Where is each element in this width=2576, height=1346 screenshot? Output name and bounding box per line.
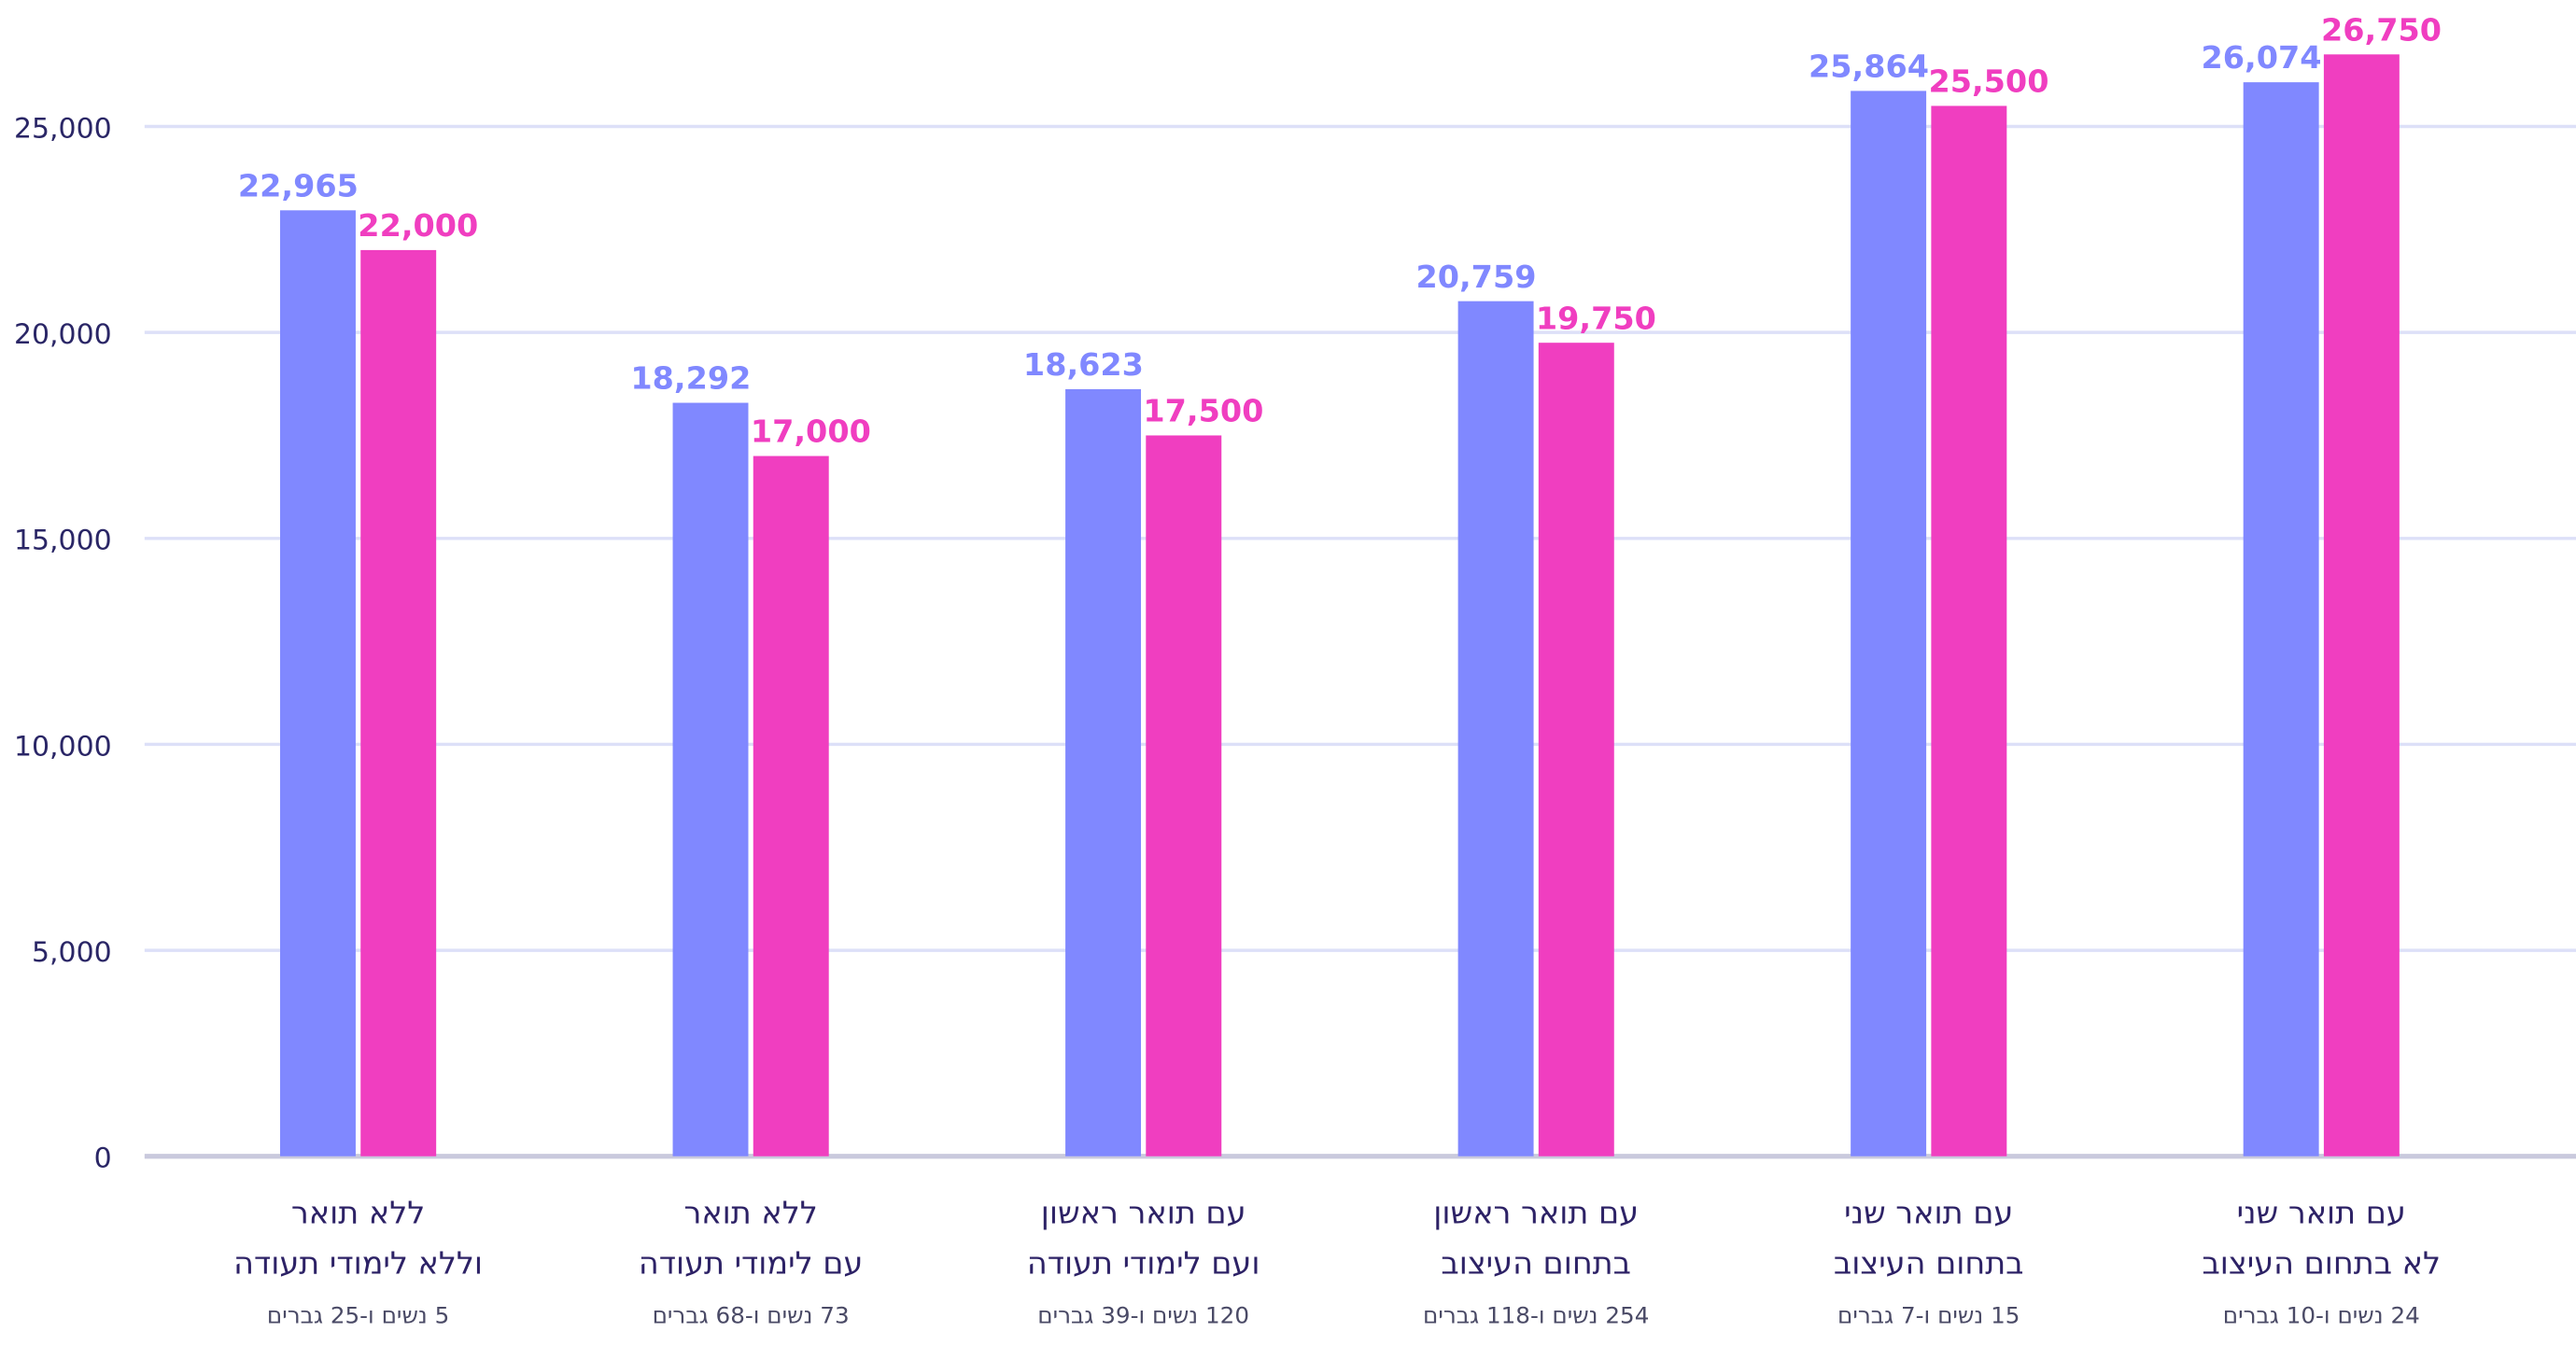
- y-tick-label: 5,000: [32, 936, 112, 969]
- value-label: 17,000: [751, 414, 871, 450]
- bar: [1065, 388, 1142, 1157]
- bar: [2323, 54, 2400, 1157]
- x-tick-label: ללא תואר: [291, 1195, 425, 1231]
- y-tick-label: 25,000: [14, 113, 112, 146]
- y-tick-label: 10,000: [14, 731, 112, 764]
- x-tick-note: 24 נשים ו-10 גברים: [2223, 1302, 2420, 1329]
- value-label: 22,965: [238, 168, 359, 204]
- x-tick-label: בתחום העיצוב: [1834, 1245, 2024, 1282]
- x-tick-note: 120 נשים ו-39 גברים: [1037, 1302, 1249, 1329]
- x-tick-label: ועם לימודי תעודה: [1027, 1245, 1260, 1282]
- bar: [1851, 91, 1927, 1157]
- x-tick-note: 5 נשים ו-25 גברים: [267, 1302, 449, 1329]
- bar: [1146, 435, 1222, 1157]
- bar: [1457, 301, 1534, 1157]
- value-label: 19,750: [1536, 301, 1656, 337]
- bar: [1538, 343, 1614, 1157]
- x-tick-note: 73 נשים ו-68 גברים: [653, 1302, 850, 1329]
- value-label: 22,000: [358, 207, 478, 244]
- y-tick-label: 20,000: [14, 318, 112, 351]
- value-label: 25,500: [1928, 63, 2048, 100]
- x-tick-note: 254 נשים ו-118 גברים: [1423, 1302, 1649, 1329]
- bar: [280, 210, 356, 1157]
- x-tick-label: בתחום העיצוב: [1441, 1245, 1631, 1282]
- value-label: 20,759: [1415, 259, 1536, 295]
- bar: [2243, 82, 2319, 1157]
- bar: [360, 249, 437, 1157]
- x-tick-label: עם תואר ראשון: [1433, 1195, 1639, 1231]
- x-tick-label: עם תואר שני: [2237, 1195, 2406, 1231]
- x-tick-label: וללא לימודי תעודה: [233, 1245, 483, 1282]
- bar: [1931, 105, 2007, 1157]
- value-label: 25,864: [1809, 49, 1929, 85]
- x-tick-label: לא בתחום העיצוב: [2202, 1245, 2441, 1282]
- x-tick-label: ללא תואר: [683, 1195, 817, 1231]
- x-tick-label: עם לימודי תעודה: [639, 1245, 863, 1282]
- bar: [672, 402, 749, 1157]
- x-tick-label: עם תואר שני: [1844, 1195, 2013, 1231]
- y-tick-label: 15,000: [14, 525, 112, 557]
- value-label: 18,292: [630, 360, 751, 397]
- value-label: 26,074: [2202, 39, 2322, 76]
- value-label: 26,750: [2321, 12, 2442, 49]
- bar: [753, 456, 829, 1157]
- x-tick-label: עם תואר ראשון: [1041, 1195, 1246, 1231]
- value-label: 17,500: [1143, 393, 1263, 429]
- x-tick-note: 15 נשים ו-7 גברים: [1837, 1302, 2020, 1329]
- y-tick-label: 0: [94, 1143, 112, 1175]
- value-label: 18,623: [1023, 346, 1144, 383]
